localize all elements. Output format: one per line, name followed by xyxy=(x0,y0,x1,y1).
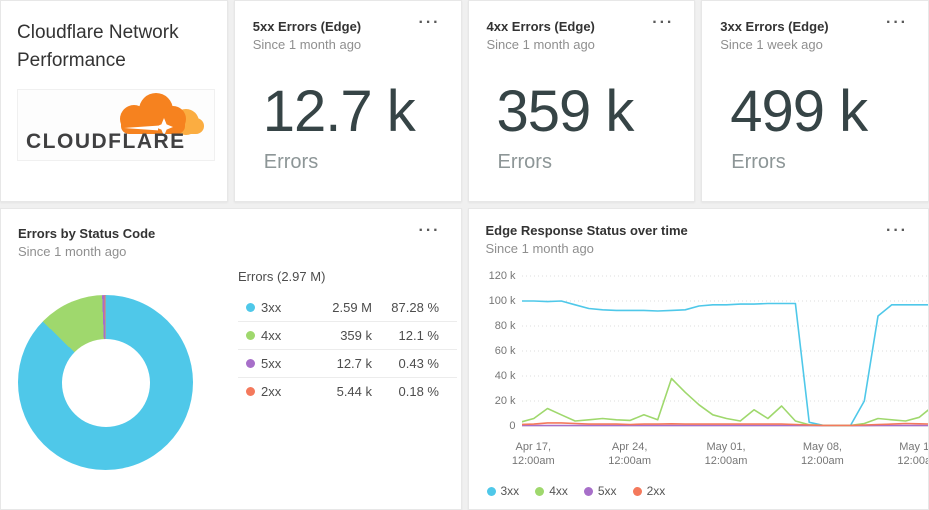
legend-label: 2xx xyxy=(646,484,666,498)
y-axis-tick-label: 40 k xyxy=(494,370,516,382)
y-axis-tick-label: 0 xyxy=(509,420,516,432)
y-axis-tick-label: 20 k xyxy=(494,395,516,407)
series-label: 2xx xyxy=(261,384,282,399)
errors-by-status-code-card: Errors by Status Code Since 1 month ago … xyxy=(0,208,462,510)
stat-unit: Errors xyxy=(263,151,319,173)
series-color-dot-icon xyxy=(246,302,255,312)
cloudflare-cloud-icon xyxy=(120,93,204,136)
stat-card-title: 4xx Errors (Edge) xyxy=(486,19,595,34)
series-value: 2.59 M xyxy=(332,299,373,315)
y-axis-tick-label: 120 k xyxy=(488,270,516,282)
stat-value: 359 k xyxy=(496,79,635,144)
series-value: 5.44 k xyxy=(336,384,373,399)
pie-legend-title: Errors (2.97 M) xyxy=(238,269,326,284)
stat-card-4xx: 4xx Errors (Edge) Since 1 month ago ··· … xyxy=(467,0,696,202)
series-color-dot-icon xyxy=(486,486,496,496)
x-axis-tick-label: Apr 24, 12:00am xyxy=(608,441,652,467)
series-label: 5xx xyxy=(261,356,282,371)
pie-legend-row: 4xx 359 k 12.1 % xyxy=(238,321,457,349)
series-value: 359 k xyxy=(340,328,373,343)
ellipsis-menu-icon[interactable]: ··· xyxy=(886,222,908,239)
x-axis-labels: Apr 17, 12:00am Apr 24, 12:00am May 01, 12:00… xyxy=(512,438,929,472)
series-color-dot-icon xyxy=(632,486,642,496)
legend-label: 3xx xyxy=(500,484,520,498)
card-subtitle: Since 1 month ago xyxy=(485,241,594,256)
series-label: 4xx xyxy=(261,328,282,343)
card-title: Errors by Status Code xyxy=(18,226,156,241)
series-line-3xx xyxy=(521,300,928,427)
timeseries-chart: 120 k 100 k 80 k 60 k 40 k 20 k 0 xyxy=(486,268,928,438)
dashboard-title: Cloudflare Network Performance xyxy=(17,22,179,71)
plot-area xyxy=(521,268,928,438)
series-value: 12.7 k xyxy=(336,356,373,371)
series-color-dot-icon xyxy=(535,486,545,496)
series-color-dot-icon xyxy=(246,359,255,368)
series-percent: 87.28 % xyxy=(391,299,439,315)
timeseries-legend: 3xx 4xx 5xx 2xx xyxy=(486,484,929,498)
pie-legend-rows: 3xx 2.59 M 87.28 % 4xx 359 k 12.1 % 5xx 12.7 k 0… xyxy=(238,293,457,405)
stat-card-title: 3xx Errors (Edge) xyxy=(720,19,829,34)
y-axis-tick-label: 80 k xyxy=(494,320,516,332)
ellipsis-menu-icon[interactable]: ··· xyxy=(418,222,441,239)
x-axis-tick-label: May 01, 12:00am xyxy=(704,441,748,467)
series-color-dot-icon xyxy=(246,331,255,340)
stat-value: 12.7 k xyxy=(262,79,416,144)
stat-unit: Errors xyxy=(497,151,552,173)
stat-card-5xx: 5xx Errors (Edge) Since 1 month ago ··· … xyxy=(233,0,462,202)
legend-item-2xx[interactable]: 2xx xyxy=(632,484,666,498)
pie-legend-row: 5xx 12.7 k 0.43 % xyxy=(238,349,457,377)
series-line-2xx xyxy=(521,422,928,427)
stat-card-title: 5xx Errors (Edge) xyxy=(252,19,362,34)
series-color-dot-icon xyxy=(246,387,255,396)
title-card: Cloudflare Network Performance CLOUDFLAR… xyxy=(0,0,228,202)
ellipsis-menu-icon[interactable]: ··· xyxy=(418,14,441,31)
pie-legend-row: 3xx 2.59 M 87.28 % xyxy=(238,293,457,321)
series-label: 3xx xyxy=(261,299,282,315)
timeseries-svg xyxy=(521,275,928,427)
ellipsis-menu-icon[interactable]: ··· xyxy=(886,14,908,31)
y-axis-tick-label: 100 k xyxy=(488,295,516,307)
legend-item-3xx[interactable]: 3xx xyxy=(486,484,520,498)
stat-card-3xx: 3xx Errors (Edge) Since 1 week ago ··· 4… xyxy=(701,0,929,202)
stat-card-subtitle: Since 1 week ago xyxy=(720,37,823,52)
cloudflare-logo-text: CLOUDFLARE xyxy=(26,130,186,153)
series-line-4xx xyxy=(521,377,928,427)
stat-card-subtitle: Since 1 month ago xyxy=(252,37,362,52)
legend-label: 5xx xyxy=(597,484,617,498)
y-axis-tick-label: 60 k xyxy=(494,345,516,357)
x-axis-tick-label: Apr 17, 12:00am xyxy=(511,441,555,467)
pie-legend: Errors (2.97 M) 3xx 2.59 M 87.28 % 4xx 359 k… xyxy=(238,269,457,405)
card-title: Edge Response Status over time xyxy=(485,223,688,238)
series-percent: 0.18 % xyxy=(398,384,439,399)
series-percent: 0.43 % xyxy=(398,356,439,371)
edge-response-status-card: Edge Response Status over time Since 1 m… xyxy=(467,208,929,510)
y-axis-labels: 120 k 100 k 80 k 60 k 40 k 20 k 0 xyxy=(486,268,516,438)
stat-value: 499 k xyxy=(730,79,868,144)
cloudflare-logo: CLOUDFLARE xyxy=(17,89,215,161)
stat-card-subtitle: Since 1 month ago xyxy=(486,37,595,52)
series-percent: 12.1 % xyxy=(398,328,439,343)
ellipsis-menu-icon[interactable]: ··· xyxy=(652,14,675,31)
stat-unit: Errors xyxy=(731,151,786,173)
series-color-dot-icon xyxy=(583,486,593,496)
pie-legend-row: 2xx 5.44 k 0.18 % xyxy=(238,377,457,405)
card-subtitle: Since 1 month ago xyxy=(18,244,127,259)
x-axis-tick-label: May 15,12:00am xyxy=(897,441,929,467)
legend-item-4xx[interactable]: 4xx xyxy=(535,484,568,498)
donut-chart xyxy=(18,295,193,470)
legend-item-5xx[interactable]: 5xx xyxy=(583,484,617,498)
x-axis-tick-label: May 08, 12:00am xyxy=(801,441,844,467)
legend-label: 4xx xyxy=(549,484,568,498)
